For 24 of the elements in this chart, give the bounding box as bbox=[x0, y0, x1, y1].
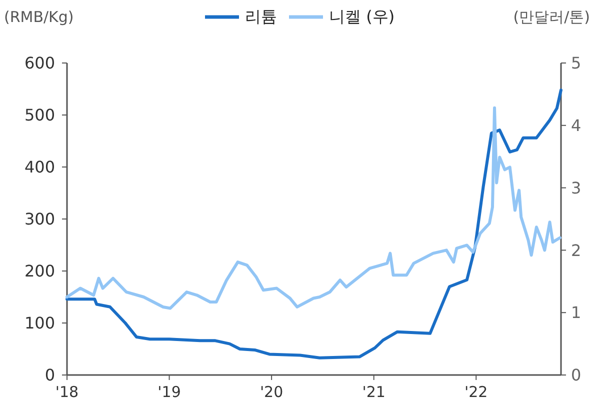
y-axis-title: (RMB/Kg) bbox=[4, 8, 74, 26]
legend-label: 니켈 (우) bbox=[329, 7, 395, 26]
y-tick-label: 600 bbox=[24, 54, 55, 73]
y2-tick-label: 3 bbox=[571, 178, 582, 198]
x-tick-label: '22 bbox=[464, 383, 488, 401]
x-tick-label: '18 bbox=[55, 383, 79, 401]
y2-tick-label: 4 bbox=[571, 116, 582, 135]
legend-label: 리튬 bbox=[245, 7, 277, 26]
y-tick-label: 500 bbox=[24, 106, 55, 125]
y-tick-label: 100 bbox=[24, 314, 55, 333]
y2-tick-label: 2 bbox=[571, 240, 582, 260]
y-tick-label: 300 bbox=[24, 210, 55, 229]
line-series bbox=[66, 88, 562, 360]
line-series bbox=[66, 106, 562, 310]
y2-tick-label: 1 bbox=[571, 303, 582, 322]
y-tick-label: 200 bbox=[24, 262, 55, 281]
y-tick-label: 0 bbox=[44, 366, 55, 385]
x-tick-label: '20 bbox=[260, 383, 284, 401]
y2-tick-label: 5 bbox=[571, 54, 582, 73]
y2-axis-title: (만달러/톤) bbox=[513, 8, 590, 26]
y2-tick-label: 0 bbox=[571, 366, 582, 385]
x-tick-label: '19 bbox=[158, 383, 181, 401]
y-tick-label: 400 bbox=[24, 158, 55, 177]
x-tick-label: '21 bbox=[362, 383, 386, 401]
